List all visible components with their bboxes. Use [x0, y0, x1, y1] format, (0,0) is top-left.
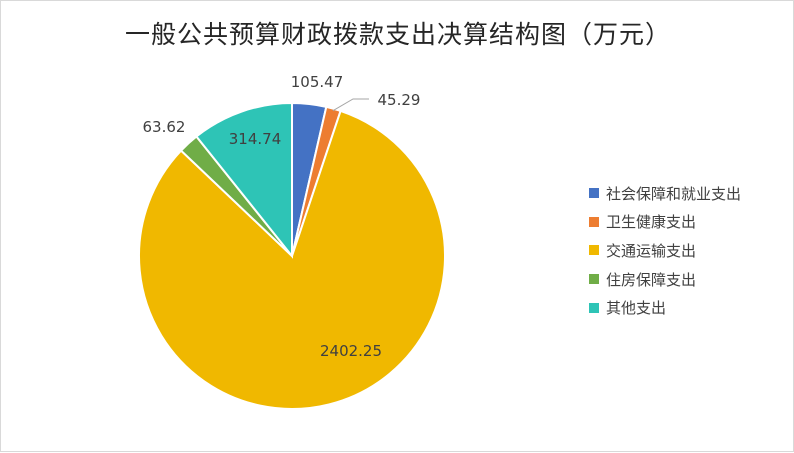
data-label: 2402.25: [320, 342, 382, 360]
legend-item: 交通运输支出: [589, 236, 741, 265]
leader-line: [332, 98, 369, 112]
legend-item: 卫生健康支出: [589, 208, 741, 237]
data-label: 63.62: [143, 118, 186, 136]
legend-swatch: [589, 188, 599, 199]
legend-label: 卫生健康支出: [606, 213, 697, 232]
legend-label: 交通运输支出: [606, 241, 697, 260]
legend-item: 社会保障和就业支出: [589, 179, 741, 208]
data-labels: 105.47 45.29 2402.25 63.62 314.74: [143, 73, 421, 360]
data-label: 105.47: [291, 73, 344, 91]
legend-item: 住房保障支出: [589, 265, 741, 294]
legend-item: 其他支出: [589, 293, 741, 322]
legend-label: 住房保障支出: [606, 270, 697, 289]
legend: 社会保障和就业支出 卫生健康支出 交通运输支出 住房保障支出 其他支出: [589, 179, 741, 322]
pie-slice: [138, 109, 446, 410]
legend-swatch: [589, 274, 599, 285]
data-label: 314.74: [229, 130, 282, 148]
pie-slices: [138, 101, 446, 410]
pie-slice: [195, 101, 293, 259]
legend-swatch: [589, 245, 599, 256]
legend-label: 其他支出: [606, 299, 667, 318]
legend-swatch: [589, 302, 599, 313]
legend-label: 社会保障和就业支出: [606, 184, 742, 203]
chart-title: 一般公共预算财政拨款支出决算结构图（万元）: [124, 20, 671, 49]
legend-swatch: [589, 216, 599, 227]
leader-lines: [332, 98, 369, 112]
data-label: 45.29: [378, 91, 421, 109]
